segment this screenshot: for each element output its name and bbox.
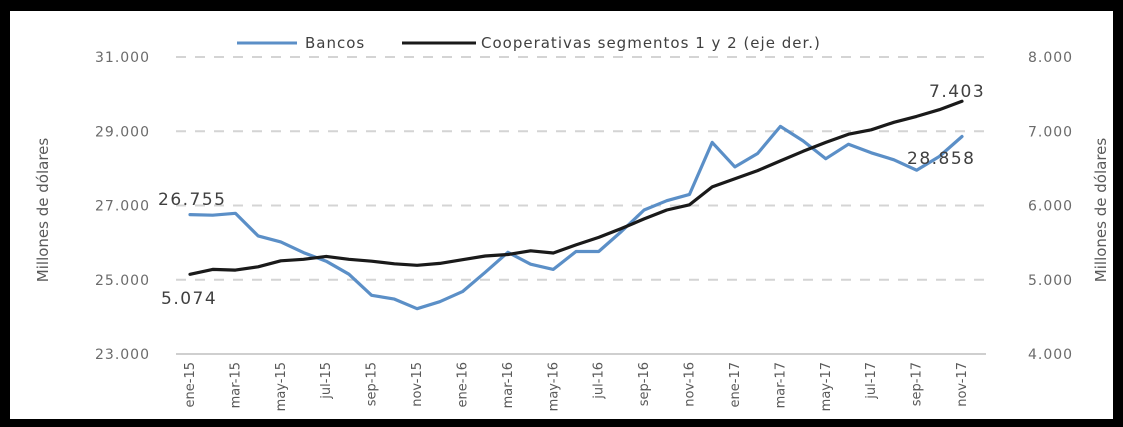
x-axis-tick-label: nov-17	[955, 362, 970, 407]
x-axis-tick-label: ene-16	[455, 362, 470, 407]
x-axis-tick-label: ene-17	[728, 362, 743, 407]
left-axis-ticks: 23.000 25.000 27.000 29.000 31.000	[95, 50, 150, 363]
x-axis-tick-label: mar-16	[501, 362, 516, 408]
x-axis-tick-label: jul-15	[319, 362, 334, 400]
left-axis-tick-label: 25.000	[95, 273, 150, 289]
data-label-bancos-last: 28.858	[907, 149, 975, 169]
left-axis-tick-label: 31.000	[95, 50, 150, 66]
series-lines	[188, 99, 964, 311]
x-axis-tick-label: sep-15	[365, 362, 380, 406]
x-axis-tick-label: mar-15	[228, 362, 243, 408]
right-axis-ticks: 4.000 5.000 6.000 7.000 8.000	[1028, 50, 1073, 363]
x-axis-tick-label: may-15	[274, 362, 289, 411]
right-axis-tick-label: 7.000	[1028, 124, 1073, 140]
data-label-coop-first: 5.074	[161, 289, 217, 309]
left-axis-tick-label: 29.000	[95, 124, 150, 140]
gridlines	[176, 56, 986, 281]
legend-label-bancos: Bancos	[305, 34, 365, 52]
legend-label-cooperativas: Cooperativas segmentos 1 y 2 (eje der.)	[481, 34, 821, 52]
x-axis-tick-label: mar-17	[773, 362, 788, 408]
x-axis-tick-label: nov-16	[683, 362, 698, 407]
x-axis-tick-label: nov-15	[410, 362, 425, 407]
y-axis-title-left: Millones de dólares	[34, 138, 52, 283]
x-axis-ticks: ene-15 mar-15 may-15 jul-15 sep-15 nov-15 ene-…	[183, 362, 970, 411]
data-label-bancos-first: 26.755	[158, 190, 226, 210]
data-label-coop-last: 7.403	[929, 82, 985, 102]
left-axis-tick-label: 27.000	[95, 199, 150, 215]
x-axis-tick-label: may-16	[546, 362, 561, 411]
series-line-cooperativas	[188, 99, 964, 276]
left-axis-tick-label: 23.000	[95, 347, 150, 363]
x-axis-tick-label: sep-16	[637, 362, 652, 406]
x-axis-tick-label: sep-17	[910, 362, 925, 406]
x-axis-tick-label: jul-16	[592, 362, 607, 400]
x-axis-tick-label: may-17	[819, 362, 834, 411]
x-axis-tick-label: ene-15	[183, 362, 198, 407]
series-line-bancos	[188, 124, 964, 311]
legend: Bancos Cooperativas segmentos 1 y 2 (eje…	[237, 34, 821, 52]
right-axis-tick-label: 5.000	[1028, 273, 1073, 289]
x-axis-tick-label: jul-17	[864, 362, 879, 400]
right-axis-tick-label: 4.000	[1028, 347, 1073, 363]
y-axis-title-right: Millones de dólares	[1092, 138, 1110, 283]
right-axis-tick-label: 8.000	[1028, 50, 1073, 66]
right-axis-tick-label: 6.000	[1028, 199, 1073, 215]
